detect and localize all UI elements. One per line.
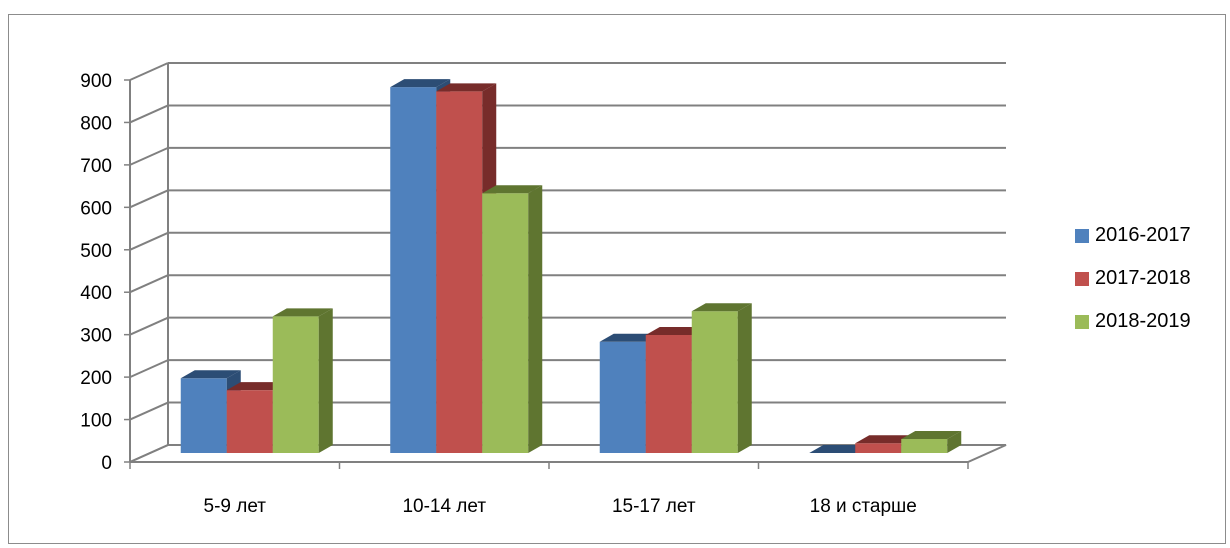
bar-front: [691, 311, 738, 453]
x-category-label: 18 и старше: [810, 496, 917, 517]
bar: [809, 445, 870, 453]
x-category-labels: 5-9 лет 10-14 лет 15-17 лет 18 и старше: [204, 496, 917, 517]
bar-side: [318, 308, 333, 453]
gridline-depth: [129, 104, 169, 124]
legend-swatch: [1075, 314, 1089, 329]
bar-front: [180, 378, 227, 453]
bar: [272, 308, 333, 453]
gridline-depth: [129, 189, 169, 209]
y-tick-label: 700: [80, 156, 112, 177]
x-category-label: 10-14 лет: [402, 496, 486, 517]
legend-label: 2018-2019: [1095, 310, 1191, 332]
gridline-depth: [129, 359, 169, 379]
bar-top: [436, 83, 497, 92]
bar-front: [855, 443, 902, 453]
bars: [180, 79, 962, 454]
bar-top: [482, 185, 543, 194]
bar-top: [809, 445, 870, 453]
y-tick-label: 500: [80, 241, 112, 262]
bar-top: [390, 79, 451, 88]
bar-top: [691, 303, 752, 312]
gridline-depth: [129, 231, 169, 251]
y-tick-labels: 0 100 200 300 400 500 600 700 800 900: [80, 71, 112, 474]
bar-front: [436, 91, 483, 453]
gridline-depth: [129, 146, 169, 166]
y-tick-label: 200: [80, 368, 112, 389]
bar: [901, 430, 962, 453]
bar-top: [599, 333, 660, 342]
bar-top: [645, 327, 706, 336]
gridline-depth: [129, 401, 169, 421]
bar-top: [901, 430, 962, 439]
legend-item-2017-2018: 2017-2018: [1075, 265, 1191, 292]
y-tick-label: 0: [101, 453, 112, 474]
y-tick-label: 100: [80, 411, 112, 432]
bar-front: [482, 193, 529, 454]
bar-front: [599, 341, 646, 453]
bar-side: [737, 303, 752, 453]
y-tick-label: 300: [80, 326, 112, 347]
floor: [129, 444, 1007, 463]
legend-label: 2016-2017: [1095, 224, 1191, 246]
legend-label: 2017-2018: [1095, 267, 1191, 289]
bar-front: [226, 390, 273, 453]
bar-top: [180, 370, 241, 379]
bar-top: [272, 308, 333, 317]
legend-item-2016-2017: 2016-2017: [1075, 222, 1191, 249]
bar-side: [947, 430, 962, 453]
gridline-depth: [129, 316, 169, 336]
x-category-label: 15-17 лет: [612, 496, 696, 517]
y-tick-label: 600: [80, 198, 112, 219]
bar: [691, 303, 752, 453]
bar-side: [528, 185, 543, 454]
legend-swatch: [1075, 271, 1089, 286]
legend: 2016-2017 2017-2018 2018-2019: [1075, 222, 1191, 351]
chart-frame: [8, 14, 1226, 544]
gridline-depth: [129, 274, 169, 294]
bar-front: [272, 316, 319, 453]
bar-top: [226, 382, 287, 391]
bar-front: [901, 438, 948, 453]
y-tick-label: 400: [80, 283, 112, 304]
y-tick-label: 900: [80, 71, 112, 92]
legend-swatch: [1075, 228, 1089, 243]
y-tick-label: 800: [80, 113, 112, 134]
bar-front: [645, 335, 692, 453]
bar-top: [855, 435, 916, 444]
axes: [124, 63, 1007, 469]
bar-front: [390, 87, 437, 453]
x-category-label: 5-9 лет: [204, 496, 267, 517]
gridline-depth: [129, 62, 169, 81]
bar: [482, 185, 543, 454]
legend-item-2018-2019: 2018-2019: [1075, 308, 1191, 335]
